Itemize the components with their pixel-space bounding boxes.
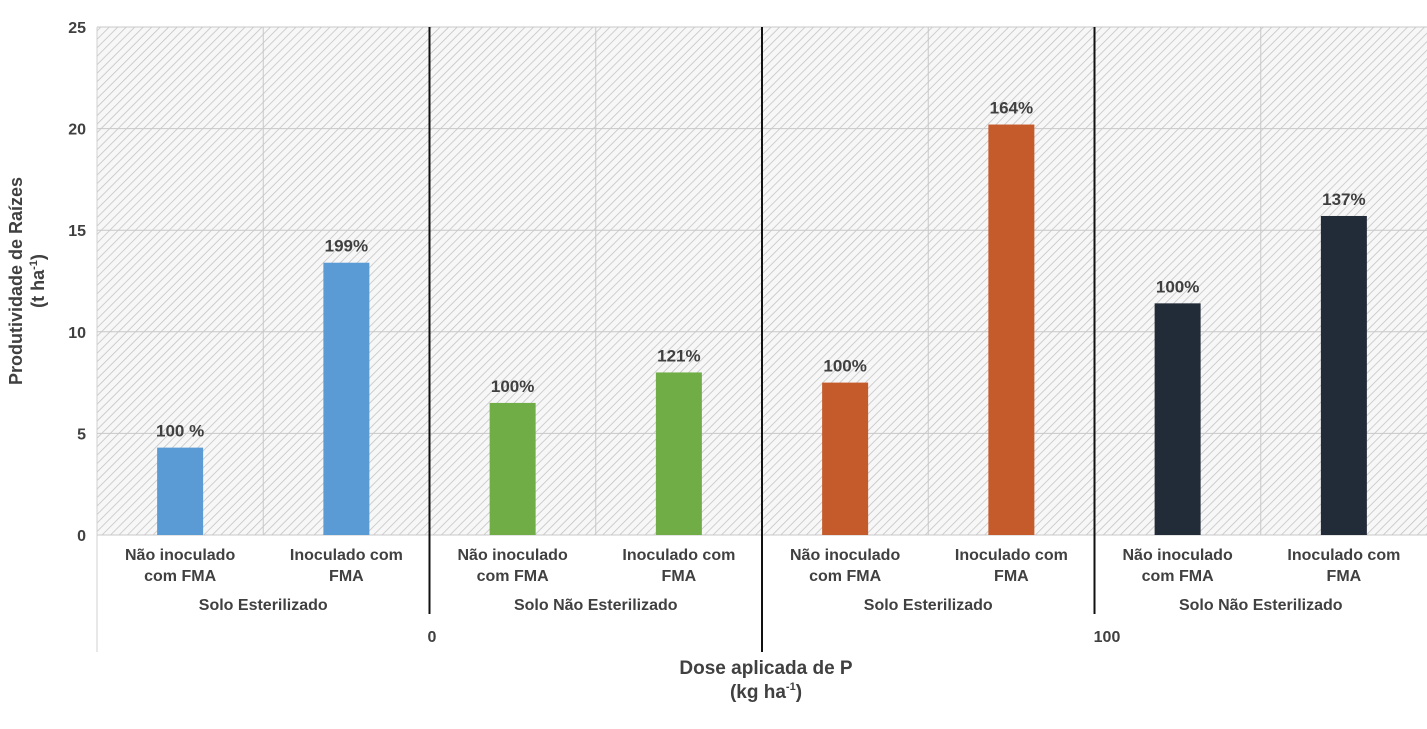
x-category-label: Inoculado com (955, 547, 1068, 564)
data-label: 100% (1156, 277, 1199, 296)
group-separators (96, 27, 1096, 652)
bars (157, 124, 1367, 535)
data-label: 100% (491, 377, 534, 396)
data-label: 121% (657, 346, 700, 365)
y-tick-label: 15 (68, 223, 86, 240)
x-category-label: com FMA (1142, 568, 1214, 585)
x-category-label: Não inoculado (458, 547, 568, 564)
x-category-label: FMA (994, 568, 1029, 585)
data-label: 137% (1322, 190, 1365, 209)
bar (323, 262, 370, 535)
bar (489, 402, 536, 535)
x-category-label: FMA (662, 568, 697, 585)
x-category-label: FMA (1327, 568, 1362, 585)
x-category-label: FMA (329, 568, 364, 585)
x-category-label: Não inoculado (1123, 547, 1233, 564)
x-category-label: Inoculado com (1287, 547, 1400, 564)
dose-group-label: 100 (1094, 629, 1121, 646)
y-axis-label: Produtividade de Raízes (6, 177, 26, 385)
data-label: 164% (990, 99, 1033, 118)
x-axis-label: Dose aplicada de P (679, 658, 853, 679)
y-tick-label: 5 (77, 426, 86, 443)
bar (1320, 215, 1367, 535)
y-tick-label: 10 (68, 325, 86, 342)
x-category-label: com FMA (809, 568, 881, 585)
y-tick-label: 0 (77, 528, 86, 545)
x-category-label: Inoculado com (622, 547, 735, 564)
bar (822, 382, 869, 535)
x-category-label: Não inoculado (790, 547, 900, 564)
data-label: 100 % (156, 422, 204, 441)
bar (157, 447, 204, 535)
y-axis-ticks: 0 5 10 15 20 25 (68, 20, 86, 545)
x-axis-categories: Não inoculado com FMA Inoculado com FMA Não … (125, 547, 1400, 646)
bar (655, 372, 702, 535)
x-axis-unit: (kg ha-1) (730, 681, 802, 703)
y-axis-unit: (t ha-1) (28, 254, 48, 308)
soil-group-label: Solo Esterilizado (199, 597, 328, 614)
data-label: 100% (823, 357, 866, 376)
x-category-label: Inoculado com (290, 547, 403, 564)
x-category-label: com FMA (144, 568, 216, 585)
bar (988, 124, 1035, 535)
soil-group-label: Solo Esterilizado (864, 597, 993, 614)
data-labels: 100 % 199% 100% 121% 100% 164% 100% 137% (156, 99, 1366, 441)
soil-group-label: Solo Não Esterilizado (514, 597, 678, 614)
soil-group-label: Solo Não Esterilizado (1179, 597, 1343, 614)
bar (1154, 303, 1201, 535)
x-category-label: com FMA (477, 568, 549, 585)
data-label: 199% (325, 237, 368, 256)
dose-group-label: 0 (428, 629, 437, 646)
y-tick-label: 25 (68, 20, 86, 37)
x-category-label: Não inoculado (125, 547, 235, 564)
y-tick-label: 20 (68, 122, 86, 139)
